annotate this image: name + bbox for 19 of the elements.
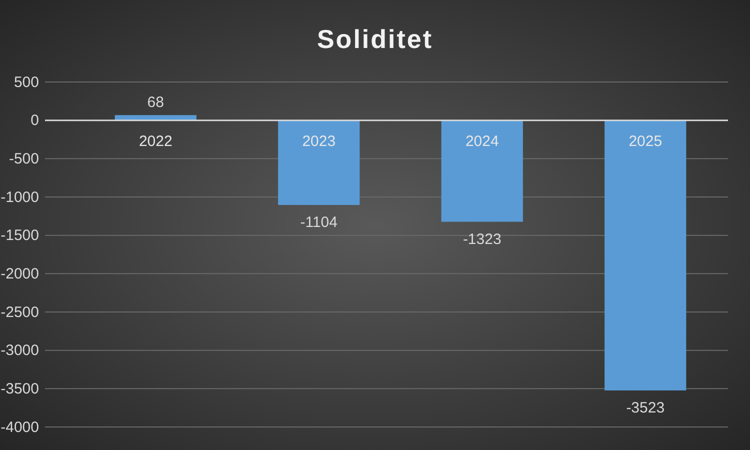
x-tick-label: 2024	[465, 132, 499, 150]
y-tick-label: -2500	[0, 304, 39, 321]
chart-title: Soliditet	[316, 24, 434, 54]
data-label: -3523	[626, 399, 665, 416]
y-tick-label: -2000	[0, 265, 39, 282]
y-tick-label: -1500	[0, 227, 39, 244]
y-tick-label: -3000	[0, 342, 39, 360]
y-tick-label: -4000	[0, 418, 39, 436]
data-label: -1323	[462, 230, 502, 248]
y-tick-label: -1000	[0, 188, 39, 206]
x-tick-label: 2022	[138, 132, 172, 150]
y-tick-label: -3500	[0, 380, 39, 398]
data-label: -1104	[300, 214, 338, 231]
x-tick-label: 2023	[302, 132, 336, 150]
data-label: 68	[147, 94, 164, 112]
x-tick-label: 2025	[628, 132, 662, 150]
y-tick-label: 0	[30, 112, 39, 130]
y-tick-label: -500	[8, 150, 39, 168]
y-tick-label: 500	[14, 74, 39, 91]
